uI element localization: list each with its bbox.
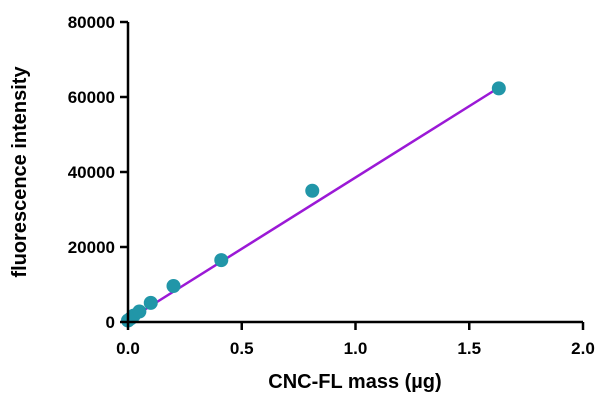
data-point xyxy=(166,279,181,293)
data-point xyxy=(305,183,320,198)
x-axis-title: CNC-FL mass (µg) xyxy=(268,371,441,393)
data-point xyxy=(132,304,147,319)
y-tick-label: 60000 xyxy=(68,88,115,107)
y-tick-label: 40000 xyxy=(68,163,115,182)
x-tick-label: 0.0 xyxy=(116,339,140,358)
data-points-layer xyxy=(121,81,506,328)
data-point xyxy=(214,253,229,268)
x-tick-label: 1.0 xyxy=(344,339,368,358)
y-tick-label: 80000 xyxy=(68,13,115,32)
data-point xyxy=(143,295,158,310)
y-tick-label: 0 xyxy=(106,313,115,332)
x-tick-label: 2.0 xyxy=(571,339,595,358)
x-ticks: 0.0 0.5 1.0 1.5 2.0 xyxy=(116,322,595,358)
y-axis-title: fluorescence intensity xyxy=(9,66,31,278)
data-point xyxy=(491,81,506,96)
fit-line-layer xyxy=(127,86,500,322)
y-ticks: 0 20000 40000 60000 80000 xyxy=(68,13,128,332)
x-tick-label: 1.5 xyxy=(457,339,481,358)
fit-line xyxy=(127,86,500,322)
y-tick-label: 20000 xyxy=(68,238,115,257)
x-tick-label: 0.5 xyxy=(230,339,254,358)
